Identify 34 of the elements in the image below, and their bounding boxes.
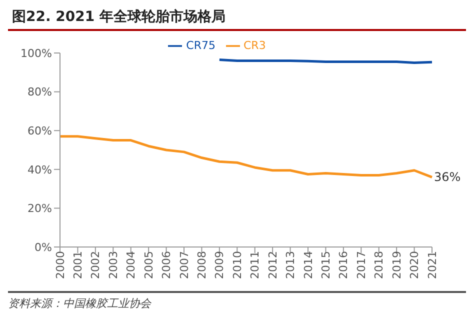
x-tick-label: 2009 [213,251,226,279]
line-series [58,135,434,178]
x-tick-label: 2015 [320,251,333,279]
x-tick-label: 2014 [302,251,315,279]
x-tick-label: 2017 [354,251,368,279]
data-label: 36% [434,170,461,184]
x-tick-label: 2013 [284,251,298,279]
x-tick-label: 2018 [372,251,386,279]
y-tick-label: 40% [28,163,52,176]
x-tick-label: 2011 [248,251,262,279]
x-tick-label: 2005 [142,251,156,279]
y-tick-label: 60% [28,124,52,138]
x-tick-label: 2010 [230,251,244,279]
x-tick-label: 2002 [89,251,102,279]
x-tick-label: 2001 [72,251,85,279]
chart-title: 图22. 2021 年全球轮胎市场格局 [8,8,466,31]
legend-label: CR3 [244,39,266,52]
x-tick-label: 2020 [408,251,422,279]
x-tick-label: 2012 [266,251,280,279]
x-tick-label: 2008 [196,251,209,279]
y-tick-label: 100% [20,46,52,60]
x-tick-label: 2019 [390,251,404,279]
y-tick-label: 20% [28,202,52,216]
x-tick-label: 2003 [106,251,120,279]
legend-label: CR75 [186,39,216,52]
y-tick-label: 0% [34,240,52,254]
x-tick-label: 2016 [337,251,350,279]
text: 资料来源：中国橡胶工业协会 [8,296,152,311]
x-tick-label: 2007 [178,251,191,279]
x-tick-label: 2000 [54,251,67,279]
x-tick-label: 2021 [426,251,439,279]
x-tick-label: 2006 [160,251,174,279]
y-tick-label: 80% [28,86,52,99]
x-tick-label: 2004 [124,251,138,279]
